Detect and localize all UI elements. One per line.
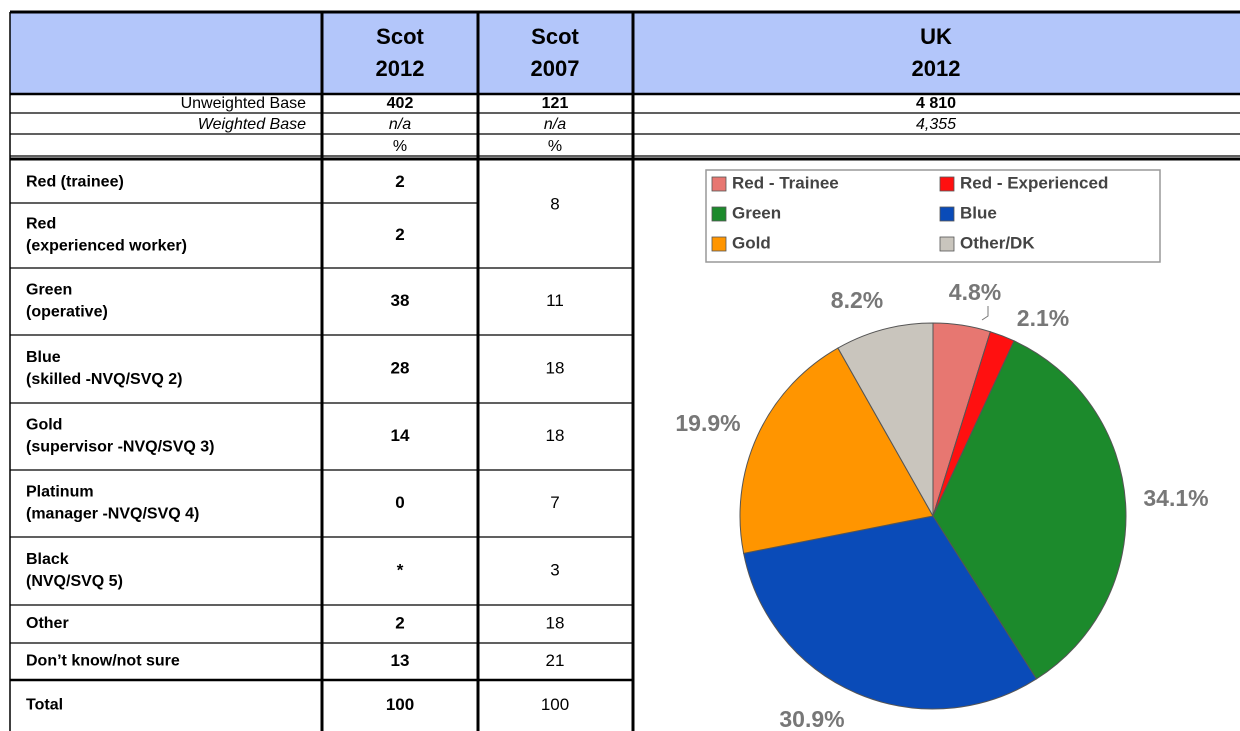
- base-value: n/a: [544, 116, 566, 133]
- base-value: n/a: [389, 116, 411, 133]
- scot-2007-value: 100: [541, 695, 569, 714]
- scot-2012-value: 0: [395, 493, 404, 512]
- scot-2012-value: 100: [386, 695, 414, 714]
- row-label: (experienced worker): [26, 238, 187, 255]
- scot-2007-value: 7: [550, 493, 559, 512]
- scot-2007-value: 18: [546, 613, 565, 632]
- legend-label: Other/DK: [960, 233, 1035, 252]
- row-label: Gold: [26, 417, 62, 434]
- column-header: 2007: [531, 56, 580, 81]
- base-value: 121: [542, 95, 569, 112]
- row-label: Total: [26, 697, 63, 714]
- base-label: Weighted Base: [198, 116, 306, 133]
- pie-slice: [739, 347, 934, 554]
- slice-label: 8.2%: [831, 287, 883, 313]
- scot-2012-value: *: [397, 560, 404, 579]
- column-header: 2012: [912, 56, 961, 81]
- column-header: Scot: [531, 24, 579, 49]
- scot-2012-value: 2: [395, 172, 404, 191]
- scot-2012-value: 28: [391, 358, 410, 377]
- row-label: Red: [26, 216, 56, 233]
- scot-2007-value: 8: [550, 194, 559, 213]
- scot-2012-value: 2: [395, 613, 404, 632]
- scot-2007-value: 21: [546, 651, 565, 670]
- row-label: Don’t know/not sure: [26, 653, 180, 670]
- legend-swatch: [711, 206, 727, 222]
- legend-swatch: [939, 236, 955, 252]
- row-label: (supervisor -NVQ/SVQ 3): [26, 439, 215, 456]
- header-band: [10, 12, 1240, 93]
- legend-swatch: [939, 176, 955, 192]
- row-label: (operative): [26, 304, 108, 321]
- legend-label: Red - Trainee: [732, 173, 839, 192]
- legend-swatch: [711, 176, 727, 192]
- scot-2007-value: 11: [546, 291, 564, 310]
- legend-label: Green: [732, 203, 781, 222]
- slice-label: 19.9%: [675, 410, 740, 436]
- slice-label: 2.1%: [1017, 305, 1069, 331]
- legend-label: Blue: [960, 203, 997, 222]
- row-label: Platinum: [26, 484, 94, 501]
- row-label: (skilled -NVQ/SVQ 2): [26, 371, 182, 388]
- base-label: Unweighted Base: [181, 95, 307, 112]
- pie-slice: [743, 515, 1038, 710]
- scot-2012-value: 38: [391, 291, 410, 310]
- row-label: Black: [26, 551, 69, 568]
- legend-box: [705, 169, 1161, 263]
- legend-label: Red - Experienced: [960, 173, 1108, 192]
- pie-slice: [932, 340, 1127, 680]
- row-label: (NVQ/SVQ 5): [26, 573, 123, 590]
- base-value: 402: [387, 95, 414, 112]
- row-label: (manager -NVQ/SVQ 4): [26, 506, 199, 523]
- legend-swatch: [939, 206, 955, 222]
- row-label: Blue: [26, 349, 61, 366]
- row-label: Red (trainee): [26, 174, 124, 191]
- scot-2007-value: 18: [546, 358, 565, 377]
- column-header: Scot: [376, 24, 424, 49]
- column-header: 2012: [376, 56, 425, 81]
- pie-slice: [837, 322, 934, 518]
- base-value: %: [393, 138, 407, 155]
- scot-2007-value: 3: [550, 560, 559, 579]
- scot-2012-value: 14: [391, 426, 410, 445]
- row-label: Green: [26, 282, 72, 299]
- leader-line: [981, 306, 989, 321]
- base-value: 4 810: [916, 95, 956, 112]
- base-value: 4,355: [916, 116, 956, 133]
- base-value: %: [548, 138, 562, 155]
- row-label: Other: [26, 615, 69, 632]
- slice-label: 30.9%: [779, 706, 844, 731]
- slice-label: 34.1%: [1143, 485, 1208, 511]
- column-header: UK: [920, 24, 952, 49]
- legend-label: Gold: [732, 233, 771, 252]
- scot-2012-value: 13: [391, 651, 410, 670]
- scot-2012-value: 2: [395, 225, 404, 244]
- scot-2007-value: 18: [546, 426, 565, 445]
- slice-label: 4.8%: [949, 279, 1001, 305]
- legend-swatch: [711, 236, 727, 252]
